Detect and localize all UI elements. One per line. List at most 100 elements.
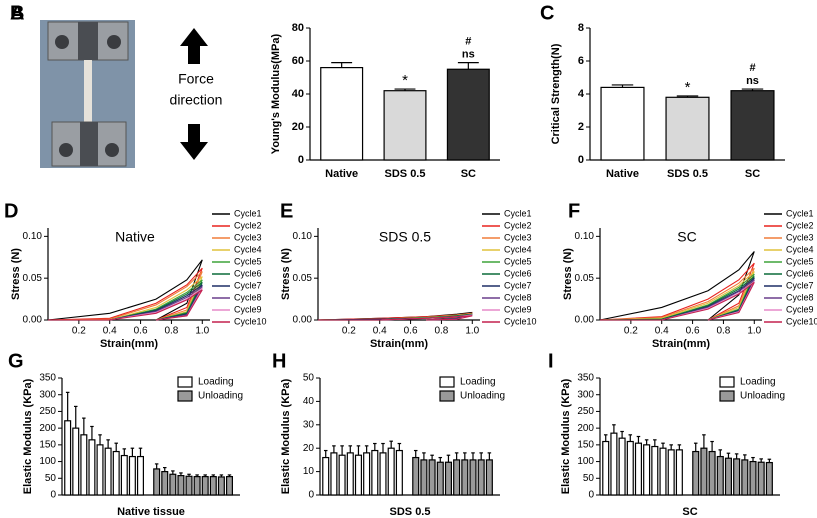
bar bbox=[320, 66, 364, 161]
y-tick-label: 40 bbox=[303, 396, 315, 407]
x-tick-label: 1.0 bbox=[747, 326, 761, 337]
y-axis-label: Elastic Modulus (KPa) bbox=[22, 378, 34, 494]
bar bbox=[724, 457, 733, 496]
bar bbox=[104, 447, 112, 496]
x-tick-label: SDS 0.5 bbox=[385, 168, 426, 180]
y-tick-label: 250 bbox=[39, 406, 56, 417]
bar bbox=[610, 432, 618, 496]
legend-label: Cycle9 bbox=[234, 304, 262, 314]
panel-label: B bbox=[10, 2, 24, 24]
x-axis-label: Strain(mm) bbox=[100, 338, 158, 350]
legend-label: Cycle4 bbox=[504, 244, 532, 254]
y-tick-label: 200 bbox=[577, 423, 594, 434]
chart-title: SC bbox=[677, 229, 696, 245]
x-axis-label: SDS 0.5 bbox=[390, 506, 431, 518]
annotation: # bbox=[749, 62, 755, 74]
bar bbox=[692, 450, 700, 496]
panel-label: H bbox=[272, 350, 286, 372]
legend-label: Cycle5 bbox=[234, 256, 262, 266]
bar bbox=[225, 476, 233, 496]
bar bbox=[444, 461, 453, 496]
legend-label: Cycle7 bbox=[786, 280, 814, 290]
bar bbox=[387, 447, 395, 496]
bar bbox=[201, 476, 209, 496]
bar bbox=[363, 452, 371, 496]
y-tick-label: 0.10 bbox=[23, 231, 43, 242]
y-tick-label: 50 bbox=[583, 473, 595, 484]
x-axis-label: SC bbox=[682, 506, 697, 518]
y-tick-label: 6 bbox=[578, 55, 584, 67]
legend-label: Cycle1 bbox=[234, 208, 262, 218]
series-line bbox=[599, 262, 755, 321]
x-axis-label: Strain(mm) bbox=[652, 338, 710, 350]
bar bbox=[436, 461, 444, 496]
bar bbox=[651, 445, 659, 496]
bar bbox=[600, 86, 645, 161]
series-line bbox=[599, 251, 755, 321]
bar bbox=[346, 452, 354, 496]
legend-label: Cycle10 bbox=[786, 316, 817, 326]
bar bbox=[193, 476, 201, 496]
legend-label: Cycle9 bbox=[786, 304, 814, 314]
legend-label: Cycle8 bbox=[234, 292, 262, 302]
y-axis-label: Stress (N) bbox=[280, 248, 292, 300]
legend-swatch bbox=[719, 376, 735, 388]
series-line bbox=[47, 271, 203, 321]
legend-label: Cycle1 bbox=[786, 208, 814, 218]
y-tick-label: 0.00 bbox=[575, 315, 595, 326]
arrow-down bbox=[180, 124, 208, 160]
y-tick-label: 100 bbox=[39, 456, 56, 467]
legend-label: Unloading bbox=[740, 391, 785, 402]
y-axis-label: Elastic Modulus (KPa) bbox=[560, 378, 572, 494]
legend-label: Cycle2 bbox=[786, 220, 814, 230]
x-tick-label: 1.0 bbox=[195, 326, 209, 337]
bar bbox=[477, 459, 485, 496]
y-tick-label: 2 bbox=[578, 121, 584, 133]
bar bbox=[749, 460, 757, 496]
y-tick-label: 0.00 bbox=[293, 315, 313, 326]
bar bbox=[354, 454, 363, 496]
bar bbox=[136, 455, 144, 496]
annotation: ns bbox=[746, 75, 759, 87]
x-axis-label: Strain(mm) bbox=[370, 338, 428, 350]
legend-label: Loading bbox=[460, 377, 496, 388]
arrow-up bbox=[180, 28, 208, 64]
y-tick-label: 100 bbox=[577, 456, 594, 467]
legend-label: Cycle8 bbox=[504, 292, 532, 302]
x-tick-label: 0.4 bbox=[373, 326, 387, 337]
legend-swatch bbox=[177, 376, 193, 388]
legend-label: Cycle4 bbox=[786, 244, 814, 254]
panel-label: G bbox=[8, 350, 24, 372]
bar bbox=[322, 456, 330, 496]
bar bbox=[453, 459, 461, 496]
y-tick-label: 0 bbox=[298, 154, 304, 166]
legend-label: Cycle5 bbox=[504, 256, 532, 266]
y-tick-label: 0 bbox=[308, 490, 314, 501]
y-tick-label: 8 bbox=[578, 22, 584, 34]
x-tick-label: 0.8 bbox=[716, 326, 730, 337]
y-tick-label: 200 bbox=[39, 423, 56, 434]
x-tick-label: Native bbox=[325, 168, 358, 180]
x-tick-label: 0.2 bbox=[624, 326, 638, 337]
y-tick-label: 350 bbox=[577, 373, 594, 384]
legend-label: Cycle3 bbox=[234, 232, 262, 242]
series-line bbox=[47, 267, 203, 321]
bar bbox=[379, 452, 387, 496]
y-tick-label: 250 bbox=[577, 406, 594, 417]
upper-clamp-center bbox=[78, 22, 98, 60]
bar bbox=[602, 440, 610, 496]
legend-label: Cycle7 bbox=[234, 280, 262, 290]
x-tick-label: 0.2 bbox=[342, 326, 356, 337]
series-line bbox=[318, 315, 473, 321]
lower-clamp-center bbox=[80, 122, 98, 166]
screw bbox=[55, 35, 69, 49]
legend-label: Unloading bbox=[460, 391, 505, 402]
y-tick-label: 20 bbox=[303, 443, 315, 454]
bar bbox=[96, 444, 104, 496]
panel-label: C bbox=[540, 2, 554, 24]
bar bbox=[765, 461, 773, 496]
y-axis-label: Critical Strength(N) bbox=[550, 43, 562, 144]
y-tick-label: 10 bbox=[303, 466, 315, 477]
screw bbox=[59, 143, 73, 157]
